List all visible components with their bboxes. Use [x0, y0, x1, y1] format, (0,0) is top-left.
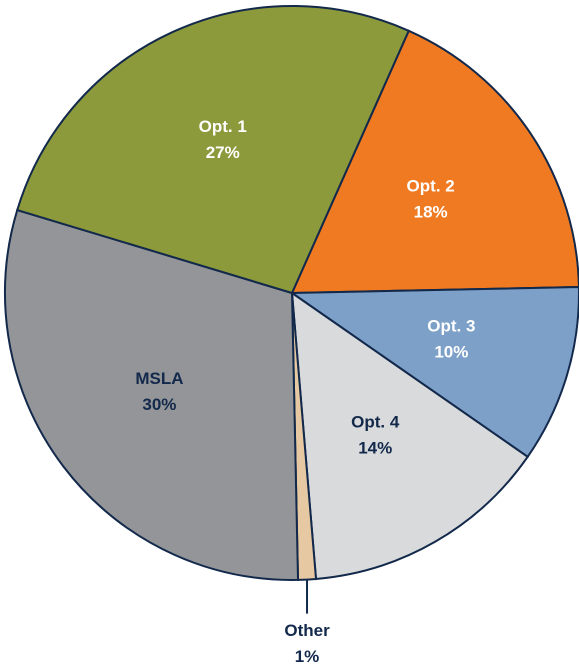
slice-value-label: 14%: [358, 439, 392, 458]
slice-value-label: 1%: [295, 647, 320, 666]
slice-label: Opt. 1: [199, 117, 247, 136]
slice-label: Opt. 3: [427, 317, 475, 336]
slice-label: Other: [284, 621, 330, 640]
pie-slice: [4, 208, 300, 581]
slice-value-label: 18%: [414, 202, 448, 221]
slice-value-label: 27%: [206, 143, 240, 162]
slice-label: Opt. 4: [351, 413, 400, 432]
pie-slice: [290, 29, 579, 295]
pie-slice: [290, 290, 530, 581]
pie-slice: [16, 5, 411, 295]
slice-value-label: 30%: [142, 395, 176, 414]
slice-label: Opt. 2: [407, 176, 455, 195]
slice-label: MSLA: [135, 369, 183, 388]
slice-value-label: 10%: [434, 343, 468, 362]
